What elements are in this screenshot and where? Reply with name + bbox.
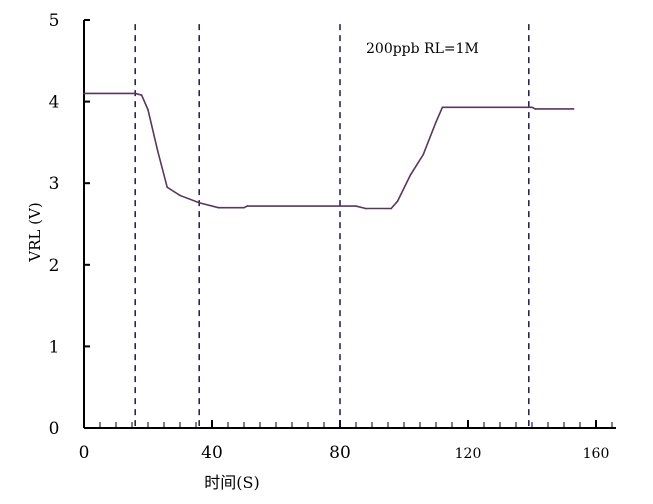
- x-tick-label: 40: [201, 443, 223, 463]
- data-point: [355, 205, 357, 207]
- data-point: [83, 92, 85, 95]
- data-point: [396, 200, 399, 202]
- data-point: [409, 174, 412, 176]
- y-axis-label: VRL (V): [26, 202, 44, 262]
- data-point: [441, 106, 444, 109]
- data-point: [435, 121, 437, 123]
- y-tick-label: 1: [49, 337, 60, 357]
- data-point: [179, 194, 181, 197]
- data-point: [166, 186, 168, 189]
- data-point: [390, 207, 393, 210]
- data-point: [156, 149, 159, 152]
- y-tick-label: 0: [49, 419, 60, 439]
- data-point: [572, 108, 575, 110]
- data-point: [531, 106, 533, 109]
- x-tick-label: 120: [455, 446, 482, 462]
- data-point: [217, 206, 220, 209]
- data-point: [422, 153, 425, 156]
- x-tick-label: 160: [583, 446, 610, 462]
- data-point: [243, 206, 245, 209]
- data-point: [140, 94, 143, 96]
- data-point: [134, 92, 136, 95]
- x-axis-label: 时间(S): [204, 473, 259, 492]
- data-line: [84, 92, 574, 210]
- x-tick-label: 0: [79, 443, 90, 463]
- y-tick-label: 4: [49, 93, 60, 113]
- data-point: [198, 201, 200, 204]
- data-point: [246, 205, 248, 207]
- data-point: [147, 108, 149, 111]
- annotation: 200ppb RL=1M: [366, 41, 479, 57]
- y-tick-label: 2: [49, 256, 60, 276]
- data-point: [364, 207, 367, 210]
- y-tick-label: 5: [49, 11, 60, 31]
- x-tick-label: 80: [329, 443, 351, 463]
- data-point: [534, 108, 536, 110]
- y-tick-label: 3: [49, 174, 60, 194]
